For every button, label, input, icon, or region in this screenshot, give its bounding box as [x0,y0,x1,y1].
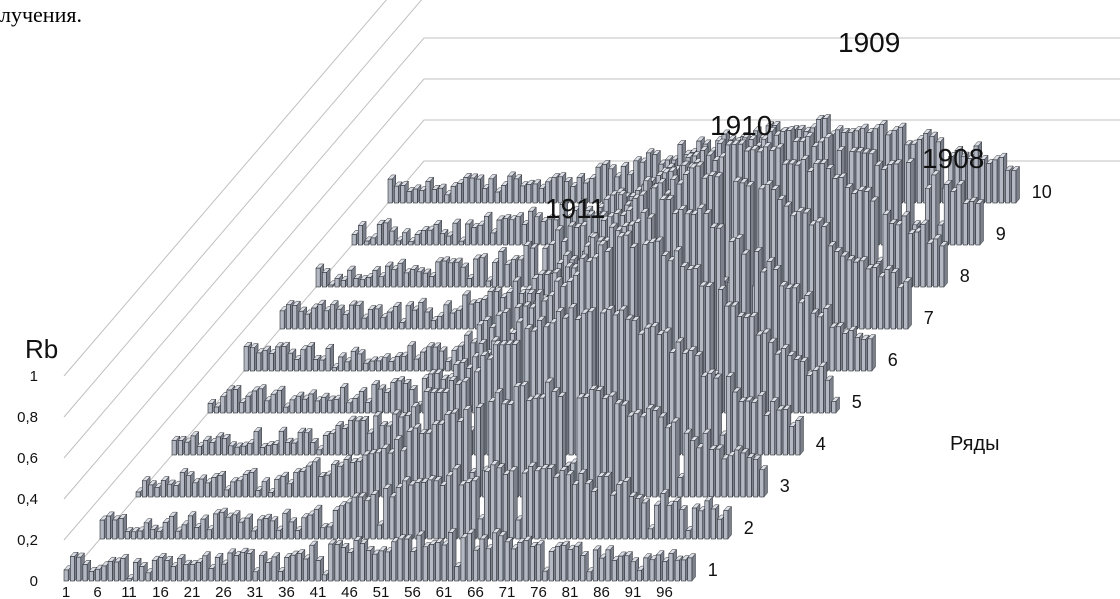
bar [148,480,157,498]
bar [513,174,523,204]
year-annotation: 1911 [545,193,605,224]
x-tick-label: 11 [121,584,137,599]
bar [420,225,430,246]
y-tick-label: 0 [30,573,38,590]
y-tick-label: 0,8 [17,409,38,426]
x-tick-label: 16 [152,584,169,599]
y-tick-label: 0,6 [17,450,38,467]
x-tick-label: 31 [247,584,264,599]
annotations: 1909 1910 1908 1911 [545,27,984,224]
x-tick-label: 86 [593,584,610,599]
x-tick-label: 21 [184,584,201,599]
row-label: 3 [780,476,790,496]
bar [374,447,384,498]
bar [460,262,470,288]
year-annotation: 1909 [838,27,900,58]
bar [149,524,159,540]
row-label: 7 [924,308,934,328]
bar [795,415,805,456]
x-tick-label: 46 [341,584,358,599]
x-tick-label: 71 [499,584,516,599]
grid-line [63,0,423,418]
bar [308,389,318,414]
row-label: 4 [816,434,826,454]
bar [903,276,913,330]
row-label: 6 [888,350,898,370]
bar [723,505,733,540]
row-label: 2 [744,518,754,538]
x-tick-label: 36 [278,584,295,599]
x-tick-label: 26 [215,584,232,599]
bar [975,198,985,246]
year-annotation: 1910 [710,110,772,141]
bar [221,433,231,456]
bar [704,496,714,540]
x-tick-label: 66 [467,584,484,599]
x-tick-label: 81 [562,584,579,599]
x-tick-label: 96 [656,584,673,599]
y-tick-label: 1 [30,368,38,385]
x-tick-label: 41 [310,584,327,599]
x-tick-label: 76 [530,584,547,599]
bar [831,396,841,414]
bar [1011,165,1021,204]
grid-line [63,78,1120,500]
y-ticks: 0 0,2 0,4 0,6 0,8 1 [17,368,38,590]
x-tick-label: 6 [93,584,101,599]
bar [321,267,331,288]
x-tick-label: 61 [436,584,453,599]
year-annotation: 1908 [922,143,984,174]
bar [905,157,915,246]
bar [357,220,367,246]
x-ticks: 1 6 11 16 21 26 31 36 41 46 51 56 61 66 71 76 81 86 91 96 [62,584,673,599]
x-tick-label: 56 [404,584,421,599]
bar [939,241,949,288]
grid-line [63,0,387,377]
row-label: 10 [1032,182,1052,202]
bar [231,509,241,540]
bar [198,474,208,498]
bar [479,252,489,288]
row-labels: 1 2 3 4 5 6 7 8 9 10 [708,182,1052,580]
x-tick-label: 91 [625,584,642,599]
x-tick-label: 51 [373,584,390,599]
grid-line [63,119,1120,541]
bar [670,417,680,498]
bar [759,464,769,498]
bar [867,333,877,372]
caption-fragment: лучения. [0,2,82,27]
bar [120,553,130,582]
bars [63,113,1021,582]
y-axis-title: Rb [25,334,58,364]
grid-line [63,37,1120,459]
y-tick-label: 0,2 [17,532,38,549]
x-tick-label: 1 [62,584,70,599]
axis-labels: Rb Ряды [25,334,1000,455]
bar [687,553,697,582]
row-label: 1 [708,560,718,580]
bar [331,362,341,372]
bar [463,330,473,372]
depth-axis-title: Ряды [950,433,1000,455]
row-label: 5 [852,392,862,412]
row-label: 8 [960,266,970,286]
y-tick-label: 0,4 [17,491,38,508]
bar [312,354,322,372]
row-label: 9 [996,224,1006,244]
